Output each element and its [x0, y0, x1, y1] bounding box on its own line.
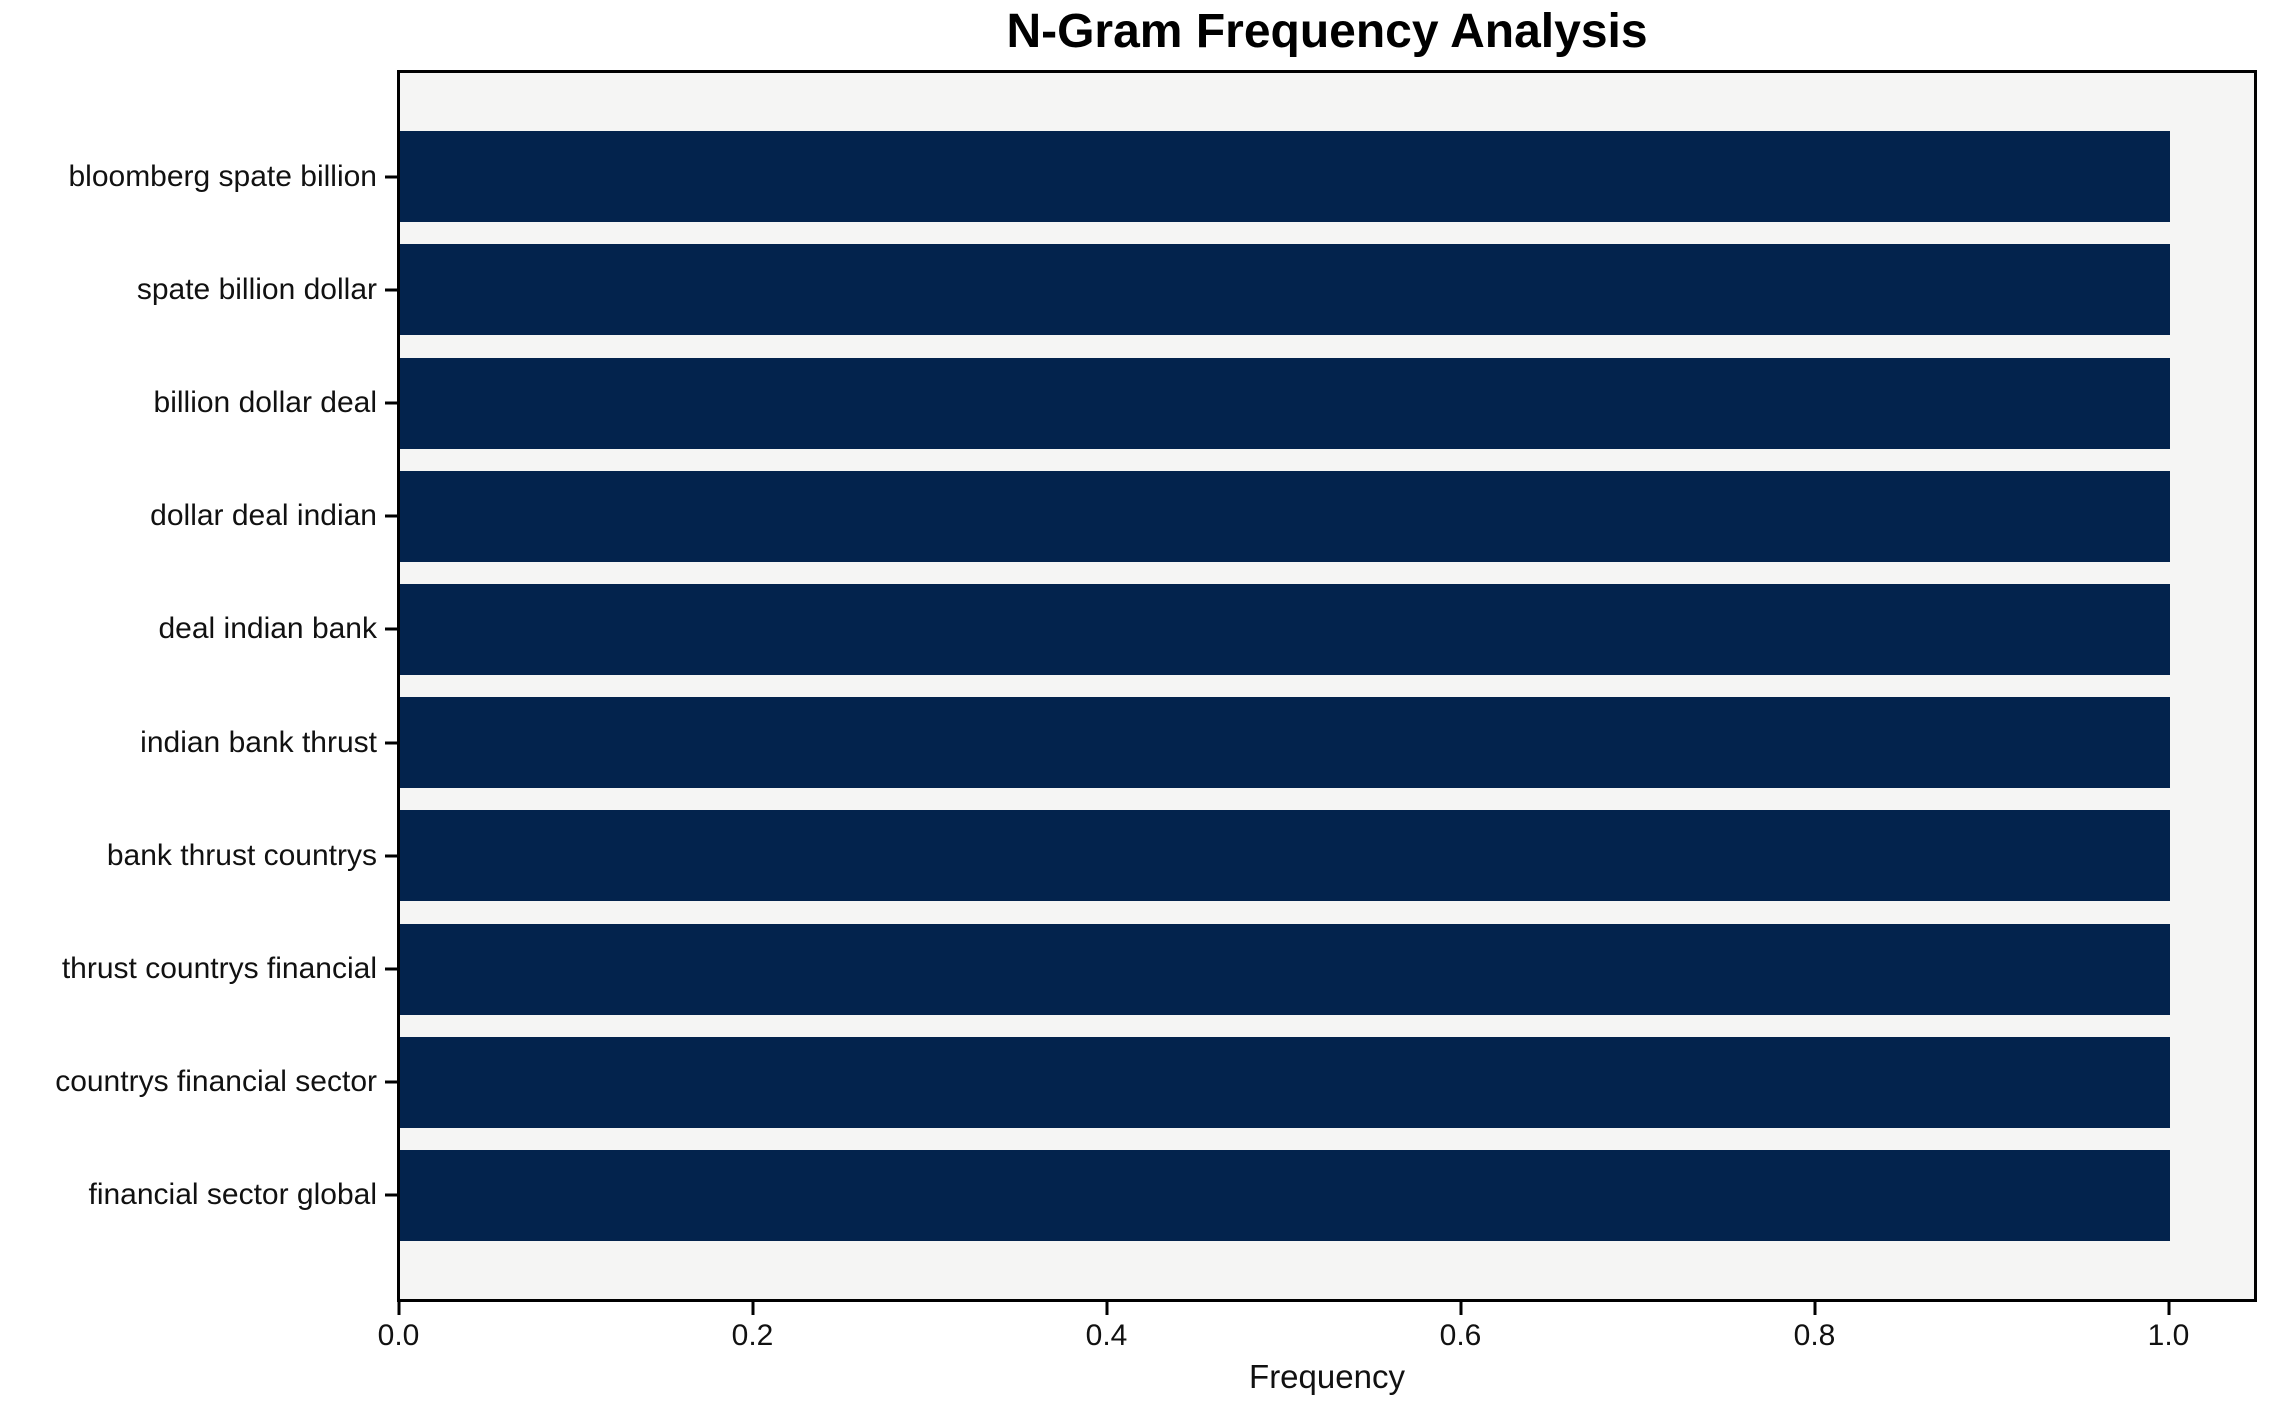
bar-row: spate billion dollar: [137, 233, 2254, 346]
x-tick-label: 0.2: [731, 1319, 774, 1352]
bar: [400, 470, 2170, 562]
y-tick-mark: [385, 967, 397, 971]
x-tick-mark: [2167, 1302, 2170, 1315]
bar: [400, 1036, 2170, 1128]
bar-row: deal indian bank: [158, 573, 2254, 686]
bar: [400, 131, 2170, 223]
y-tick-mark: [385, 514, 397, 518]
y-tick-mark: [385, 288, 397, 292]
x-tick-label: 0.6: [1439, 1319, 1482, 1352]
bar-row: countrys financial sector: [55, 1026, 2254, 1139]
y-tick-label: financial sector global: [88, 1178, 377, 1212]
y-tick-mark: [385, 1080, 397, 1084]
bar: [400, 810, 2170, 902]
y-tick-mark: [385, 627, 397, 631]
chart-title: N-Gram Frequency Analysis: [1006, 5, 1648, 58]
y-tick-label: bank thrust countrys: [106, 838, 377, 872]
y-tick-label: indian bank thrust: [140, 725, 377, 759]
x-tick-label: 1.0: [2147, 1319, 2190, 1352]
bar-row: bank thrust countrys: [107, 799, 2254, 912]
bar: [400, 583, 2170, 675]
y-tick-mark: [385, 401, 397, 405]
bar: [400, 244, 2170, 336]
bar: [400, 923, 2170, 1015]
y-tick-mark: [385, 1193, 397, 1197]
x-tick-mark: [1813, 1302, 1816, 1315]
y-tick-mark: [385, 854, 397, 858]
plot-area: bloomberg spate billion spate billion dol…: [55, 70, 2257, 1302]
y-tick-label: thrust countrys financial: [61, 952, 377, 986]
y-tick-label: deal indian bank: [158, 612, 377, 646]
bar: [400, 357, 2170, 449]
bar-row: thrust countrys financial: [62, 912, 2254, 1025]
bar: [400, 1149, 2170, 1241]
bar-row: dollar deal indian: [150, 460, 2254, 573]
bar-row: financial sector global: [88, 1139, 2254, 1252]
y-tick-label: billion dollar deal: [153, 386, 377, 419]
y-tick-label: countrys financial sector: [55, 1065, 377, 1099]
x-tick-label: 0.0: [377, 1319, 420, 1352]
y-tick-label: spate billion dollar: [136, 272, 377, 306]
bars-container: bloomberg spate billion spate billion dol…: [55, 73, 2254, 1299]
x-tick-mark: [397, 1302, 400, 1315]
bar: [400, 697, 2170, 789]
x-tick-label: 0.4: [1085, 1319, 1128, 1352]
x-axis-label: Frequency: [1249, 1358, 1405, 1395]
x-tick-mark: [751, 1302, 754, 1315]
y-tick-label: bloomberg spate billion: [68, 159, 377, 193]
y-tick-mark: [385, 741, 397, 745]
x-tick-label: 0.8: [1793, 1319, 1836, 1352]
bar-row: billion dollar deal: [154, 346, 2254, 459]
bar-row: bloomberg spate billion: [68, 120, 2254, 233]
x-tick-mark: [1105, 1302, 1108, 1315]
bar-row: indian bank thrust: [140, 686, 2254, 799]
y-tick-mark: [385, 175, 397, 179]
x-tick-mark: [1459, 1302, 1462, 1315]
y-tick-label: dollar deal indian: [150, 499, 377, 533]
